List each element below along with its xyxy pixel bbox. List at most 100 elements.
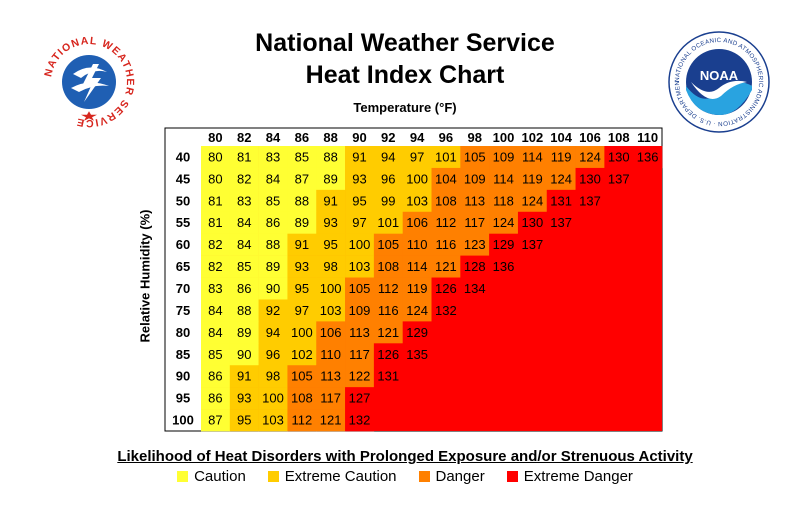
cell-value-label: 128: [464, 259, 486, 274]
cell-value-label: 124: [493, 215, 515, 230]
cell-value-label: 96: [266, 347, 280, 362]
cell-value-label: 101: [377, 215, 399, 230]
heatmap-cell: [316, 343, 346, 366]
x-tick-label: 96: [439, 130, 453, 145]
cell-value-label: 89: [323, 171, 337, 186]
heatmap-cell: [201, 255, 231, 278]
heatmap-cell: [431, 211, 461, 234]
heatmap-cell: [460, 233, 490, 256]
cell-value-label: 80: [208, 149, 222, 164]
heatmap-cell: [373, 321, 403, 344]
cell-value-label: 109: [349, 303, 371, 318]
cell-value-label: 134: [464, 281, 486, 296]
heatmap-cell: [201, 387, 231, 410]
cell-value-label: 137: [521, 237, 543, 252]
y-tick-label: 70: [176, 281, 190, 296]
cell-value-label: 83: [208, 281, 222, 296]
heatmap-cell: [517, 167, 548, 191]
heatmap-cell: [287, 255, 317, 278]
cell-value-label: 91: [295, 237, 309, 252]
heatmap-cell: [431, 189, 461, 213]
heatmap-cell: [201, 211, 231, 234]
heatmap-cell: [229, 211, 259, 234]
cell-value-label: 82: [208, 259, 222, 274]
heatmap-cell: [431, 167, 461, 191]
heatmap-cell: [345, 146, 375, 169]
heatmap-cell: [258, 211, 288, 234]
heatmap-cell: [258, 255, 288, 278]
legend-item-caution: Caution: [177, 468, 246, 485]
cell-value-label: 89: [295, 215, 309, 230]
cell-value-label: 103: [349, 259, 371, 274]
heatmap-cell: [316, 365, 346, 388]
y-tick-label: 95: [176, 391, 190, 406]
heatmap-cell: [345, 343, 375, 366]
heatmap-cell: [258, 189, 288, 213]
heatmap-cell: [460, 255, 490, 278]
cell-value-label: 110: [320, 347, 341, 362]
cell-value-label: 91: [352, 149, 366, 164]
heatmap-cell: [287, 233, 317, 256]
cell-value-label: 135: [406, 347, 428, 362]
cell-value-label: 118: [493, 193, 514, 208]
heatmap-cell: [258, 365, 288, 388]
heatmap-cell: [373, 146, 403, 169]
heatmap-cell: [229, 277, 259, 300]
x-tick-label: 110: [637, 130, 658, 145]
cell-value-label: 81: [208, 215, 222, 230]
legend-item-extreme-danger: Extreme Danger: [506, 468, 633, 485]
cell-value-label: 119: [522, 171, 543, 186]
legend: Caution Extreme Caution Danger Extreme D…: [0, 468, 810, 485]
heatmap-cell: [633, 146, 663, 169]
cell-value-label: 130: [608, 149, 630, 164]
cell-value-label: 88: [266, 237, 280, 252]
heatmap-cell: [287, 189, 317, 213]
cell-value-label: 130: [521, 215, 543, 230]
y-axis-ticks: 40 45 50 55 60 65 70 75 80 85 90 95 100: [172, 149, 194, 427]
cell-value-label: 119: [551, 149, 572, 164]
nws-logo: NATIONAL WEATHER SERVICE: [39, 32, 139, 132]
legend-label-extreme-danger: Extreme Danger: [523, 468, 633, 485]
heatmap-cell: [201, 167, 231, 191]
cell-value-label: 116: [436, 237, 457, 252]
cell-value-label: 81: [237, 149, 251, 164]
cell-value-label: 131: [550, 193, 572, 208]
heatmap-cell: [460, 211, 490, 234]
x-tick-label: 92: [381, 130, 395, 145]
heatmap-cell: [517, 233, 548, 256]
heatmap-cell: [546, 211, 576, 234]
heatmap-cell: [316, 255, 346, 278]
cell-value-label: 93: [352, 171, 366, 186]
heatmap-cell: [201, 299, 231, 322]
cell-value-label: 84: [237, 215, 251, 230]
heatmap-cell: [373, 211, 403, 234]
cell-value-label: 84: [208, 325, 222, 340]
heatmap-cell: [431, 255, 461, 278]
heatmap-cell: [287, 365, 317, 388]
heatmap-cell: [316, 233, 346, 256]
cell-value-label: 86: [208, 369, 222, 384]
cell-value-label: 93: [295, 259, 309, 274]
cell-value-label: 82: [208, 237, 222, 252]
cell-value-label: 88: [323, 149, 337, 164]
heatmap-cell: [201, 365, 231, 388]
cell-value-label: 124: [579, 149, 601, 164]
heatmap-cell: [546, 146, 576, 169]
heatmap-cell: [402, 211, 432, 234]
cell-value-label: 112: [291, 413, 312, 428]
cell-value-label: 84: [266, 171, 280, 186]
cell-value-label: 100: [262, 391, 284, 406]
heatmap-cell: [517, 189, 548, 213]
heatmap-cell: [201, 189, 231, 213]
cell-value-label: 90: [237, 347, 251, 362]
cell-value-label: 129: [493, 237, 515, 252]
cell-value-label: 83: [237, 193, 251, 208]
heatmap-cell: [345, 365, 375, 388]
cell-value-label: 127: [349, 391, 371, 406]
heatmap-cell: [402, 255, 432, 278]
cell-value-label: 114: [407, 259, 428, 274]
cell-value-label: 98: [266, 369, 280, 384]
heatmap-cell: [201, 277, 231, 300]
cell-value-label: 129: [406, 325, 428, 340]
cell-value-label: 99: [381, 193, 395, 208]
